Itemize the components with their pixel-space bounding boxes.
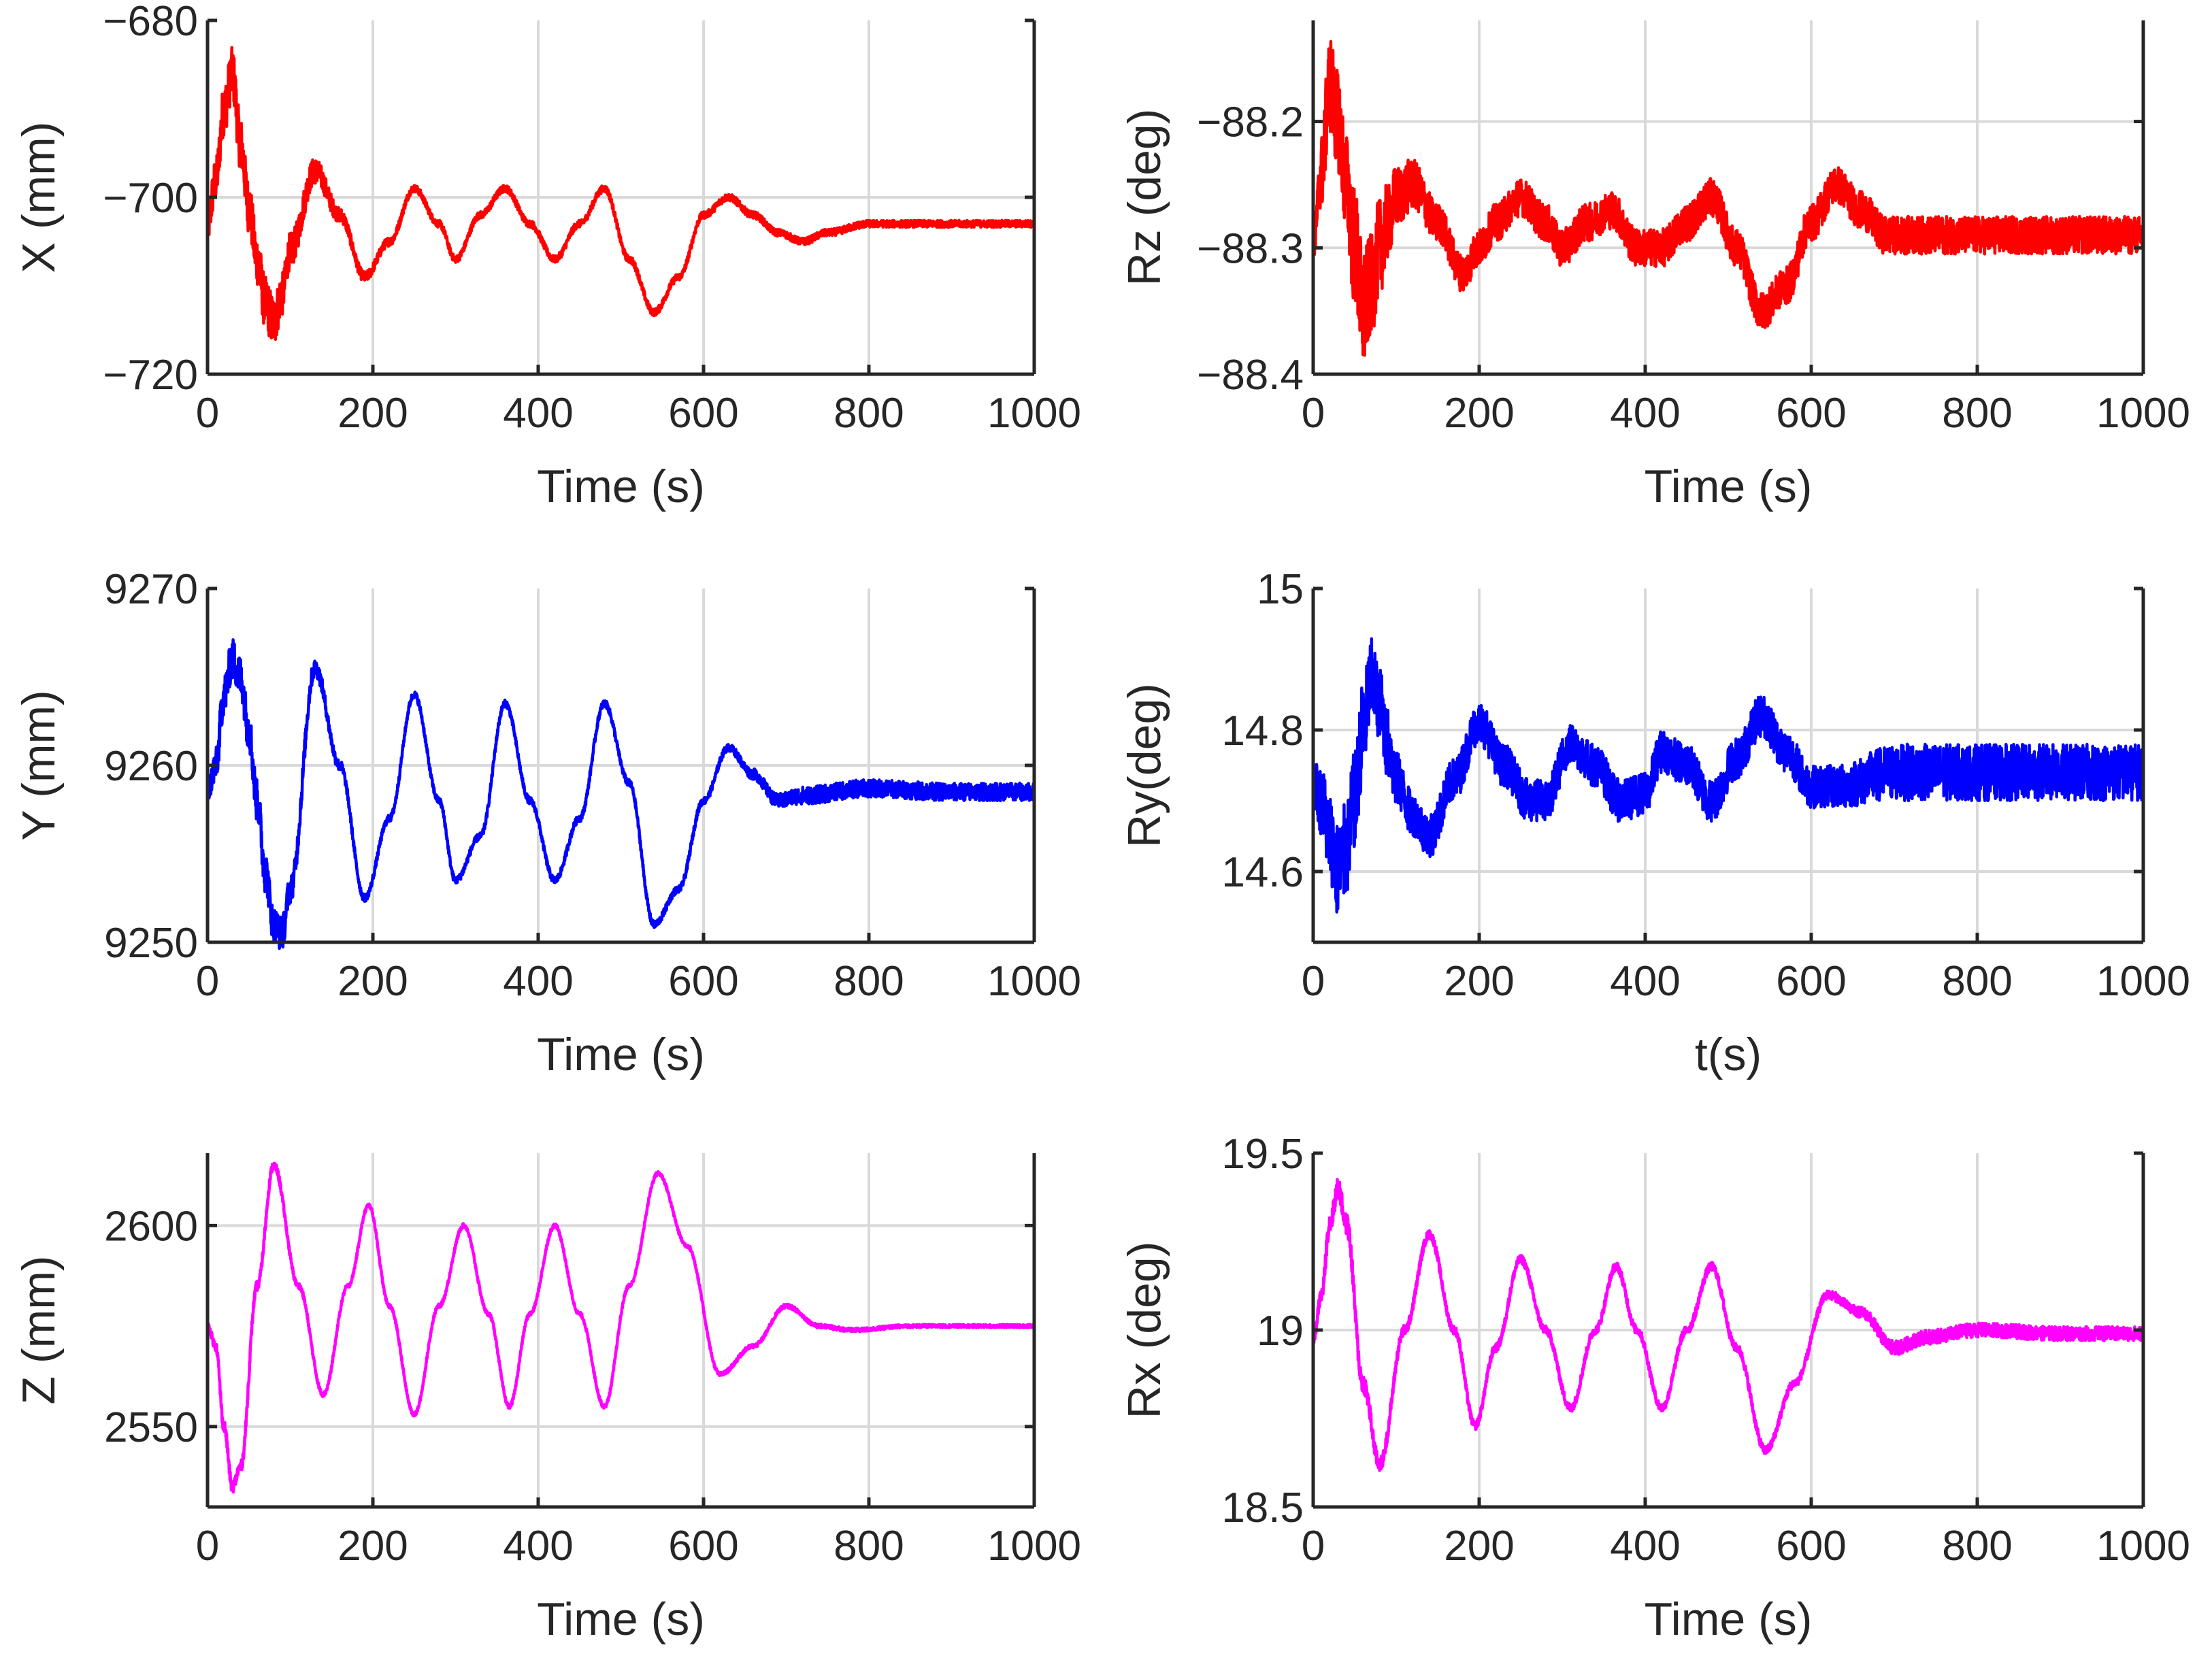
x-tick-label: 400 — [1610, 1523, 1680, 1570]
x-tick-label: 800 — [833, 390, 904, 437]
x-tick-label: 400 — [503, 390, 573, 437]
series-line-z — [205, 1161, 1036, 1494]
series-line-x — [205, 46, 1036, 342]
y-axis-label: X (mm) — [13, 122, 65, 273]
x-tick-label: 0 — [196, 958, 219, 1005]
x-axis-label: Time (s) — [1645, 1593, 1813, 1645]
y-axis-label: Y (mm) — [13, 690, 65, 841]
chart-panel-bottom-right: 0 200 400 600 800 1000 18.5 19 19.5 Time (s) Rx (d… — [1119, 1131, 2190, 1645]
chart-panel-middle-right: 0 200 400 600 800 1000 14.6 14.8 15 t(s) Ry(deg) — [1119, 566, 2190, 1080]
y-tick-label: 9270 — [104, 566, 198, 613]
x-axis-label: Time (s) — [537, 1593, 705, 1645]
x-tick-label: 800 — [1942, 1523, 2012, 1570]
x-tick-label: 600 — [1776, 1523, 1846, 1570]
y-tick-label: −720 — [103, 352, 198, 399]
chart-panel-top-left: 0 200 400 600 800 1000 −720 −700 −680 Time (s) X (… — [13, 0, 1081, 512]
x-tick-label: 200 — [337, 390, 408, 437]
x-tick-label: 200 — [1444, 390, 1514, 437]
series-line-ry — [1311, 637, 2145, 914]
y-tick-label: 9250 — [104, 920, 198, 967]
y-tick-label: 14.8 — [1221, 708, 1304, 754]
y-tick-label: 2600 — [104, 1203, 198, 1250]
chart-panel-bottom-left: 0 200 400 600 800 1000 2550 2600 Time (s) Z (mm) — [13, 1153, 1081, 1645]
x-tick-label: 0 — [1302, 390, 1325, 437]
x-tick-label: 400 — [503, 958, 573, 1005]
x-tick-label: 800 — [833, 958, 904, 1005]
y-tick-label: 19 — [1257, 1308, 1304, 1355]
series-line-y — [205, 638, 1036, 950]
y-axis-label: Rz (deg) — [1119, 109, 1170, 286]
x-tick-label: 1000 — [987, 390, 1081, 437]
x-tick-label: 800 — [1942, 390, 2012, 437]
x-tick-label: 400 — [503, 1523, 573, 1570]
x-tick-label: 800 — [1942, 958, 2012, 1005]
x-tick-label: 0 — [1302, 1523, 1325, 1570]
x-tick-label: 400 — [1610, 390, 1680, 437]
y-tick-label: −700 — [103, 175, 198, 222]
y-axis-label: Rx (deg) — [1119, 1242, 1170, 1419]
y-tick-label: 18.5 — [1221, 1485, 1304, 1531]
x-tick-label: 600 — [668, 958, 738, 1005]
y-tick-label: −88.2 — [1197, 99, 1304, 146]
chart-panel-middle-left: 0 200 400 600 800 1000 9250 9260 9270 Time (s) Y (… — [13, 566, 1081, 1080]
y-axis-label: Z (mm) — [13, 1255, 65, 1404]
x-axis-label: Time (s) — [537, 461, 705, 512]
x-tick-label: 1000 — [2096, 1523, 2190, 1570]
x-tick-label: 0 — [1302, 958, 1325, 1005]
x-tick-label: 1000 — [987, 1523, 1081, 1570]
x-tick-label: 600 — [668, 1523, 738, 1570]
x-tick-label: 200 — [1444, 958, 1514, 1005]
y-tick-label: 14.6 — [1221, 849, 1304, 896]
x-tick-label: 600 — [1776, 390, 1846, 437]
x-axis-label: Time (s) — [537, 1029, 705, 1080]
x-tick-label: 1000 — [2096, 390, 2190, 437]
y-tick-label: 15 — [1257, 566, 1304, 613]
x-tick-label: 600 — [668, 390, 738, 437]
x-tick-label: 200 — [337, 958, 408, 1005]
x-tick-label: 1000 — [987, 958, 1081, 1005]
x-tick-label: 800 — [833, 1523, 904, 1570]
y-tick-label: 2550 — [104, 1404, 198, 1451]
series-line-rx — [1312, 1178, 2145, 1472]
y-axis-label: Ry(deg) — [1119, 683, 1170, 848]
y-tick-label: −680 — [103, 0, 198, 45]
series-line-rz — [1311, 39, 2145, 357]
y-tick-label: −88.3 — [1197, 225, 1304, 272]
y-tick-label: 9260 — [104, 743, 198, 790]
x-tick-label: 400 — [1610, 958, 1680, 1005]
x-tick-label: 1000 — [2096, 958, 2190, 1005]
chart-panel-top-right: 0 200 400 600 800 1000 −88.4 −88.3 −88.2 Time (s)… — [1119, 20, 2190, 512]
x-axis-label: t(s) — [1695, 1029, 1762, 1080]
x-tick-label: 200 — [337, 1523, 408, 1570]
x-tick-label: 200 — [1444, 1523, 1514, 1570]
x-tick-label: 600 — [1776, 958, 1846, 1005]
x-tick-label: 0 — [196, 390, 219, 437]
x-tick-label: 0 — [196, 1523, 219, 1570]
x-axis-label: Time (s) — [1645, 461, 1813, 512]
y-tick-label: −88.4 — [1197, 352, 1304, 399]
y-tick-label: 19.5 — [1221, 1131, 1304, 1178]
